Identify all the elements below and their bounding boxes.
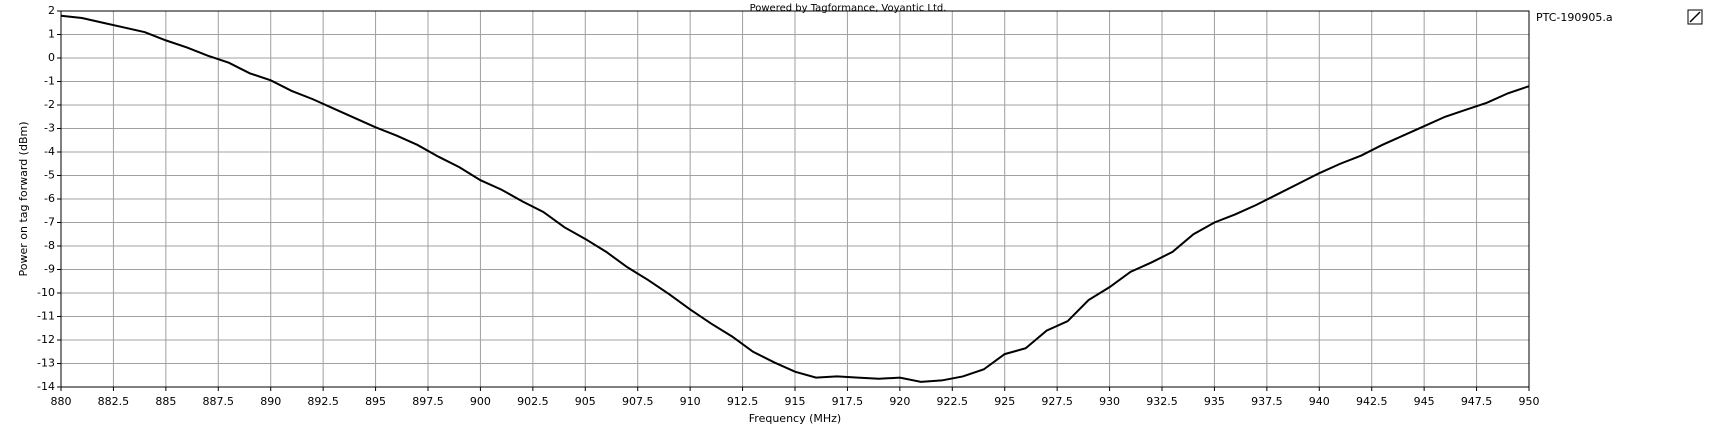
data-line [60,14,1530,383]
x-tick-label: 880 [51,395,72,408]
x-tick-label: 940 [1309,395,1330,408]
x-tick-label: 910 [680,395,701,408]
y-tick-label: -11 [37,310,55,323]
x-tick-label: 935 [1204,395,1225,408]
y-tick-label: -1 [44,75,55,88]
x-tick-label: 882.5 [98,395,130,408]
x-tick-label: 942.5 [1356,395,1388,408]
y-tick-label: -13 [37,357,55,370]
x-tick-label: 905 [575,395,596,408]
x-tick-label: 922.5 [937,395,969,408]
y-tick-label: -3 [44,122,55,135]
y-tick-label: -10 [37,286,55,299]
y-tick-label: 1 [48,28,55,41]
x-tick-label: 937.5 [1251,395,1283,408]
plot-frame [60,10,1530,388]
chart-title: Powered by Tagformance, Voyantic Ltd. [750,3,947,14]
y-axis-label: Power on tag forward (dBm) [17,122,30,277]
x-tick-label: 900 [470,395,491,408]
x-tick-label: 945 [1414,395,1435,408]
legend-label: PTC-190905.a [1536,11,1613,24]
x-tick-label: 887.5 [203,395,235,408]
y-tick-label: 0 [48,51,55,64]
y-tick-label: -5 [44,169,55,182]
x-tick-label: 930 [1099,395,1120,408]
y-tick-label: 2 [48,4,55,17]
y-tick-label: -8 [44,239,55,252]
x-tick-label: 907.5 [622,395,654,408]
y-tick-label: -14 [37,380,55,393]
legend-icon-line[interactable] [1689,11,1701,23]
y-tick-label: -9 [44,263,55,276]
x-tick-label: 915 [785,395,806,408]
x-tick-label: 890 [260,395,281,408]
y-tick-label: -6 [44,192,55,205]
y-tick-label: -4 [44,145,55,158]
x-tick-label: 897.5 [412,395,444,408]
x-axis-label: Frequency (MHz) [749,412,841,425]
x-tick-label: 912.5 [727,395,759,408]
x-tick-label: 920 [889,395,910,408]
x-tick-label: 947.5 [1461,395,1493,408]
x-tick-label: 927.5 [1041,395,1073,408]
x-tick-label: 925 [994,395,1015,408]
x-tick-label: 932.5 [1146,395,1178,408]
y-tick-label: -12 [37,333,55,346]
legend-icon[interactable] [1687,9,1703,25]
x-tick-label: 950 [1519,395,1540,408]
y-tick-label: -2 [44,98,55,111]
x-tick-label: 917.5 [832,395,864,408]
x-tick-label: 892.5 [307,395,339,408]
y-tick-label: -7 [44,216,55,229]
x-tick-label: 895 [365,395,386,408]
x-tick-label: 902.5 [517,395,549,408]
x-tick-label: 885 [155,395,176,408]
